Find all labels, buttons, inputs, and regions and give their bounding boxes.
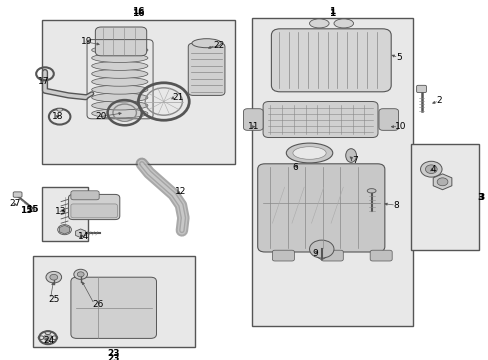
Ellipse shape xyxy=(345,149,356,162)
Ellipse shape xyxy=(91,93,148,102)
Bar xyxy=(410,144,478,250)
Text: 14: 14 xyxy=(78,233,89,241)
Text: 15: 15 xyxy=(20,206,33,215)
Text: 1: 1 xyxy=(329,9,335,18)
Text: 4: 4 xyxy=(429,165,435,174)
Text: 2: 2 xyxy=(436,96,442,105)
FancyBboxPatch shape xyxy=(68,194,120,220)
Ellipse shape xyxy=(57,108,62,111)
Ellipse shape xyxy=(91,77,148,86)
FancyBboxPatch shape xyxy=(271,29,390,92)
Ellipse shape xyxy=(91,46,148,55)
Text: 10: 10 xyxy=(394,122,406,131)
FancyBboxPatch shape xyxy=(378,109,398,130)
Ellipse shape xyxy=(286,143,332,163)
Text: 9: 9 xyxy=(311,249,317,258)
Bar xyxy=(33,256,194,347)
Ellipse shape xyxy=(91,53,148,62)
Text: 15: 15 xyxy=(26,205,39,214)
Text: 20: 20 xyxy=(95,112,106,121)
Text: 1: 1 xyxy=(329,7,335,16)
FancyBboxPatch shape xyxy=(95,27,146,56)
Text: 22: 22 xyxy=(213,40,224,49)
Circle shape xyxy=(43,334,52,341)
Ellipse shape xyxy=(292,147,325,159)
Bar xyxy=(251,18,412,326)
FancyBboxPatch shape xyxy=(321,250,343,261)
Text: 25: 25 xyxy=(48,295,59,304)
Text: 16: 16 xyxy=(131,9,144,18)
FancyBboxPatch shape xyxy=(13,192,22,197)
Ellipse shape xyxy=(366,189,375,193)
FancyBboxPatch shape xyxy=(257,164,384,252)
Text: 3: 3 xyxy=(478,194,484,202)
FancyBboxPatch shape xyxy=(416,85,426,93)
Circle shape xyxy=(74,269,87,279)
Circle shape xyxy=(309,240,333,258)
Ellipse shape xyxy=(191,39,221,48)
Ellipse shape xyxy=(91,61,148,71)
Text: 13: 13 xyxy=(55,207,66,216)
FancyBboxPatch shape xyxy=(243,109,263,130)
Circle shape xyxy=(50,274,58,280)
Text: 16: 16 xyxy=(131,7,144,16)
Text: 3: 3 xyxy=(476,194,482,202)
Text: 18: 18 xyxy=(52,112,63,121)
Text: 21: 21 xyxy=(172,93,183,102)
Circle shape xyxy=(77,272,84,277)
Text: 11: 11 xyxy=(248,122,260,131)
FancyBboxPatch shape xyxy=(71,204,117,218)
Ellipse shape xyxy=(333,19,353,28)
Ellipse shape xyxy=(91,69,148,78)
Text: 8: 8 xyxy=(393,201,399,210)
FancyBboxPatch shape xyxy=(272,250,294,261)
Ellipse shape xyxy=(309,19,328,28)
Text: 26: 26 xyxy=(92,300,103,309)
Ellipse shape xyxy=(91,101,148,110)
FancyBboxPatch shape xyxy=(71,277,156,338)
Text: 5: 5 xyxy=(395,53,401,62)
Circle shape xyxy=(46,271,61,283)
FancyBboxPatch shape xyxy=(263,102,377,138)
Text: 23: 23 xyxy=(107,349,120,358)
Circle shape xyxy=(420,161,441,177)
Ellipse shape xyxy=(91,109,148,118)
Circle shape xyxy=(436,178,447,186)
FancyBboxPatch shape xyxy=(188,43,224,95)
Text: 23: 23 xyxy=(107,354,120,360)
Text: 19: 19 xyxy=(81,37,92,46)
Text: 6: 6 xyxy=(292,163,298,172)
Text: 7: 7 xyxy=(351,156,357,165)
Bar xyxy=(41,20,234,164)
Circle shape xyxy=(425,165,436,174)
Text: 24: 24 xyxy=(43,336,54,345)
Text: 12: 12 xyxy=(175,187,186,196)
Bar xyxy=(41,187,88,241)
Circle shape xyxy=(58,225,71,235)
Text: 17: 17 xyxy=(38,77,50,85)
FancyBboxPatch shape xyxy=(71,191,99,200)
Text: 27: 27 xyxy=(10,199,21,208)
Ellipse shape xyxy=(91,85,148,94)
FancyBboxPatch shape xyxy=(369,250,391,261)
